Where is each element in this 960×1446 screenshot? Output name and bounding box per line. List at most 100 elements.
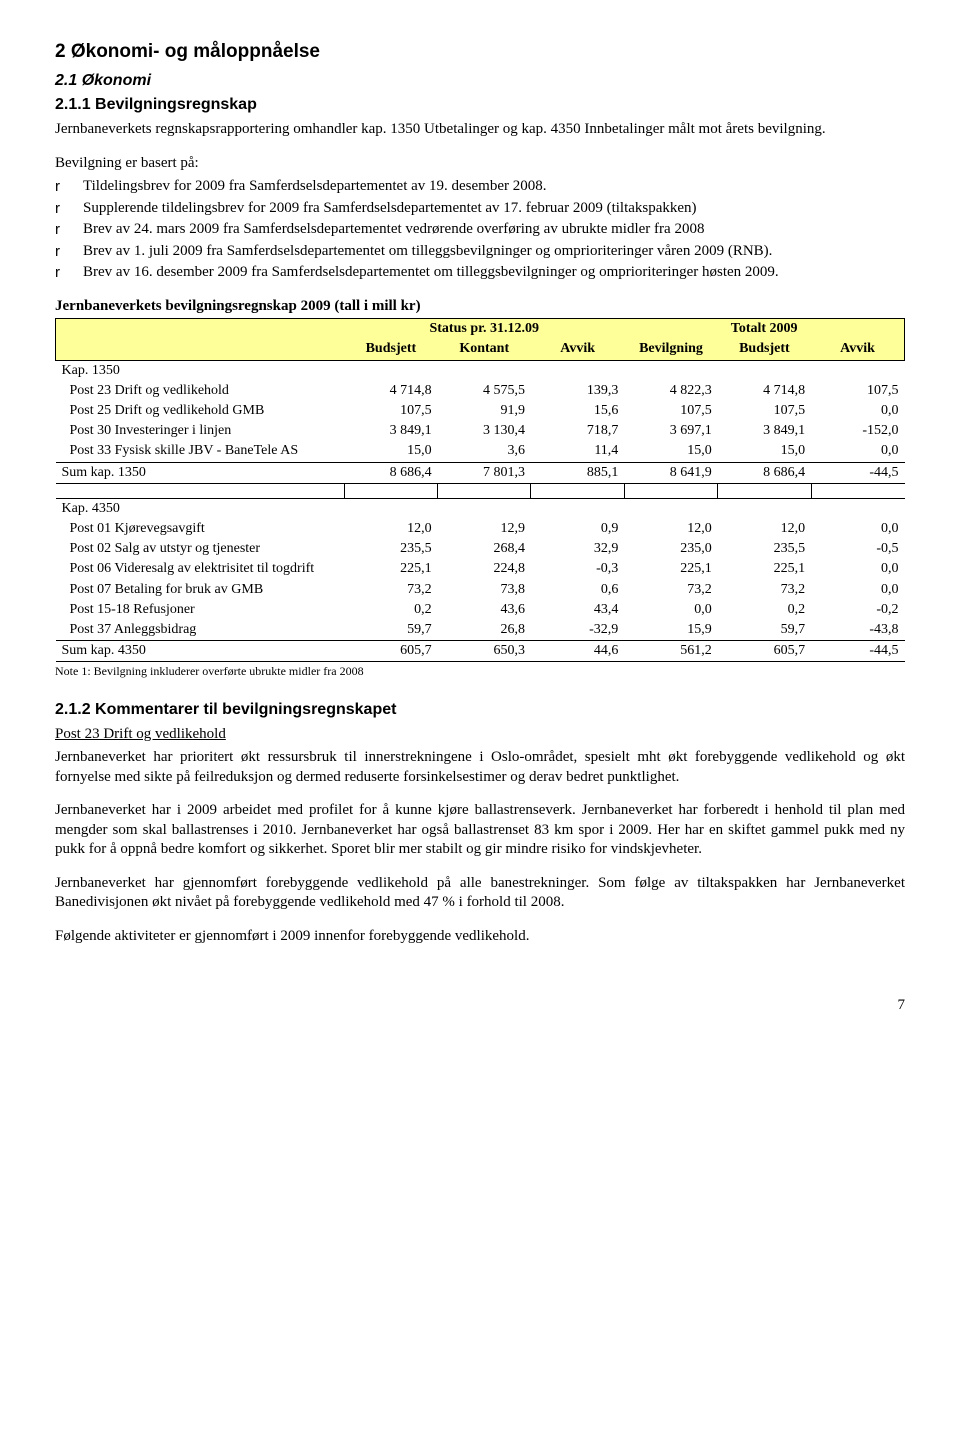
table-cell: 59,7 xyxy=(344,620,437,641)
table-cell: 0,0 xyxy=(811,441,904,462)
list-item: r Brev av 24. mars 2009 fra Samferdselsd… xyxy=(55,220,905,240)
table-cell: 4 822,3 xyxy=(624,381,717,401)
table-cell: -0,3 xyxy=(531,559,624,579)
row-label: Post 01 Kjørevegsavgift xyxy=(56,519,345,539)
table-cell: 73,2 xyxy=(718,580,811,600)
table-cell: 561,2 xyxy=(624,641,717,662)
table-cell: 8 686,4 xyxy=(718,462,811,483)
table-cell: 4 575,5 xyxy=(438,381,531,401)
table-cell: 718,7 xyxy=(531,421,624,441)
col-group-status: Status pr. 31.12.09 xyxy=(344,319,624,340)
table-cell: 0,0 xyxy=(624,600,717,620)
table-cell: 0,0 xyxy=(811,401,904,421)
table-note: Note 1: Bevilgning inkluderer overførte … xyxy=(55,664,905,680)
table-cell: 0,2 xyxy=(344,600,437,620)
table-cell: 0,2 xyxy=(718,600,811,620)
table-cell: 0,9 xyxy=(531,519,624,539)
table-cell: -0,5 xyxy=(811,539,904,559)
col-header: Bevilgning xyxy=(624,339,717,360)
table-cell: 12,0 xyxy=(624,519,717,539)
row-label: Post 02 Salg av utstyr og tjenester xyxy=(56,539,345,559)
table-cell: 7 801,3 xyxy=(438,462,531,483)
table-cell: 0,0 xyxy=(811,559,904,579)
list-marker: r xyxy=(55,177,83,197)
table-cell: 4 714,8 xyxy=(344,381,437,401)
table-cell: 225,1 xyxy=(718,559,811,579)
table-cell: -0,2 xyxy=(811,600,904,620)
table-cell: 139,3 xyxy=(531,381,624,401)
table-cell: 885,1 xyxy=(531,462,624,483)
row-label: Sum kap. 1350 xyxy=(56,462,345,483)
table-cell: 15,9 xyxy=(624,620,717,641)
table-cell: 43,6 xyxy=(438,600,531,620)
heading-2-1: 2.1 Økonomi xyxy=(55,71,905,92)
table-cell: -43,8 xyxy=(811,620,904,641)
col-header: Avvik xyxy=(811,339,904,360)
table-cell: 235,5 xyxy=(718,539,811,559)
table-cell: 3 697,1 xyxy=(624,421,717,441)
list-item: r Brev av 1. juli 2009 fra Samferdselsde… xyxy=(55,242,905,262)
heading-3-2: 2.1.2 Kommentarer til bevilgningsregnska… xyxy=(55,700,905,721)
list-item: r Supplerende tildelingsbrev for 2009 fr… xyxy=(55,199,905,219)
table-cell: 3 849,1 xyxy=(344,421,437,441)
table-cell: 15,6 xyxy=(531,401,624,421)
page-number: 7 xyxy=(55,996,905,1016)
table-cell: 0,6 xyxy=(531,580,624,600)
basis-intro: Bevilgning er basert på: xyxy=(55,154,905,174)
col-header: Avvik xyxy=(531,339,624,360)
table-cell: 225,1 xyxy=(624,559,717,579)
row-label: Post 37 Anleggsbidrag xyxy=(56,620,345,641)
row-label: Post 30 Investeringer i linjen xyxy=(56,421,345,441)
table-cell: 3,6 xyxy=(438,441,531,462)
row-label: Post 23 Drift og vedlikehold xyxy=(56,381,345,401)
table-cell: 12,0 xyxy=(344,519,437,539)
table-cell: 59,7 xyxy=(718,620,811,641)
row-label: Post 25 Drift og vedlikehold GMB xyxy=(56,401,345,421)
table-cell: -44,5 xyxy=(811,641,904,662)
list-text: Brev av 24. mars 2009 fra Samferdselsdep… xyxy=(83,220,905,240)
table-cell: -44,5 xyxy=(811,462,904,483)
table-cell: 73,2 xyxy=(624,580,717,600)
heading-3-1: 2.1.1 Bevilgningsregnskap xyxy=(55,95,905,116)
comment-p2: Jernbaneverket har i 2009 arbeidet med p… xyxy=(55,801,905,860)
col-group-total: Totalt 2009 xyxy=(624,319,904,340)
table-cell: 3 130,4 xyxy=(438,421,531,441)
heading-1: 2 Økonomi- og måloppnåelse xyxy=(55,40,905,65)
table-cell: 107,5 xyxy=(718,401,811,421)
table-cell: 0,0 xyxy=(811,519,904,539)
list-marker: r xyxy=(55,199,83,219)
list-marker: r xyxy=(55,220,83,240)
table-cell: 26,8 xyxy=(438,620,531,641)
table-cell: 11,4 xyxy=(531,441,624,462)
row-label: Post 15-18 Refusjoner xyxy=(56,600,345,620)
table-cell: 107,5 xyxy=(811,381,904,401)
table-cell: 12,0 xyxy=(718,519,811,539)
row-label: Post 07 Betaling for bruk av GMB xyxy=(56,580,345,600)
list-marker: r xyxy=(55,242,83,262)
table-cell: 235,0 xyxy=(624,539,717,559)
table-cell: 8 641,9 xyxy=(624,462,717,483)
list-text: Brev av 1. juli 2009 fra Samferdselsdepa… xyxy=(83,242,905,262)
table-cell: 15,0 xyxy=(718,441,811,462)
table-cell: 107,5 xyxy=(624,401,717,421)
table-cell: 650,3 xyxy=(438,641,531,662)
list-item: r Brev av 16. desember 2009 fra Samferds… xyxy=(55,263,905,283)
comment-p3: Jernbaneverket har gjennomført forebygge… xyxy=(55,874,905,913)
list-text: Tildelingsbrev for 2009 fra Samferdselsd… xyxy=(83,177,905,197)
row-label: Post 33 Fysisk skille JBV - BaneTele AS xyxy=(56,441,345,462)
table-cell: 268,4 xyxy=(438,539,531,559)
table-cell: 225,1 xyxy=(344,559,437,579)
table-cell: -152,0 xyxy=(811,421,904,441)
table-cell: 32,9 xyxy=(531,539,624,559)
table-cell: 0,0 xyxy=(811,580,904,600)
table-cell: 3 849,1 xyxy=(718,421,811,441)
section-label: Kap. 4350 xyxy=(56,498,345,519)
list-marker: r xyxy=(55,263,83,283)
row-label: Sum kap. 4350 xyxy=(56,641,345,662)
intro-paragraph: Jernbaneverkets regnskapsrapportering om… xyxy=(55,120,905,140)
table-cell: 73,8 xyxy=(438,580,531,600)
table-cell: 605,7 xyxy=(718,641,811,662)
table-cell: 15,0 xyxy=(624,441,717,462)
row-label: Post 06 Videresalg av elektrisitet til t… xyxy=(56,559,345,579)
table-cell: -32,9 xyxy=(531,620,624,641)
